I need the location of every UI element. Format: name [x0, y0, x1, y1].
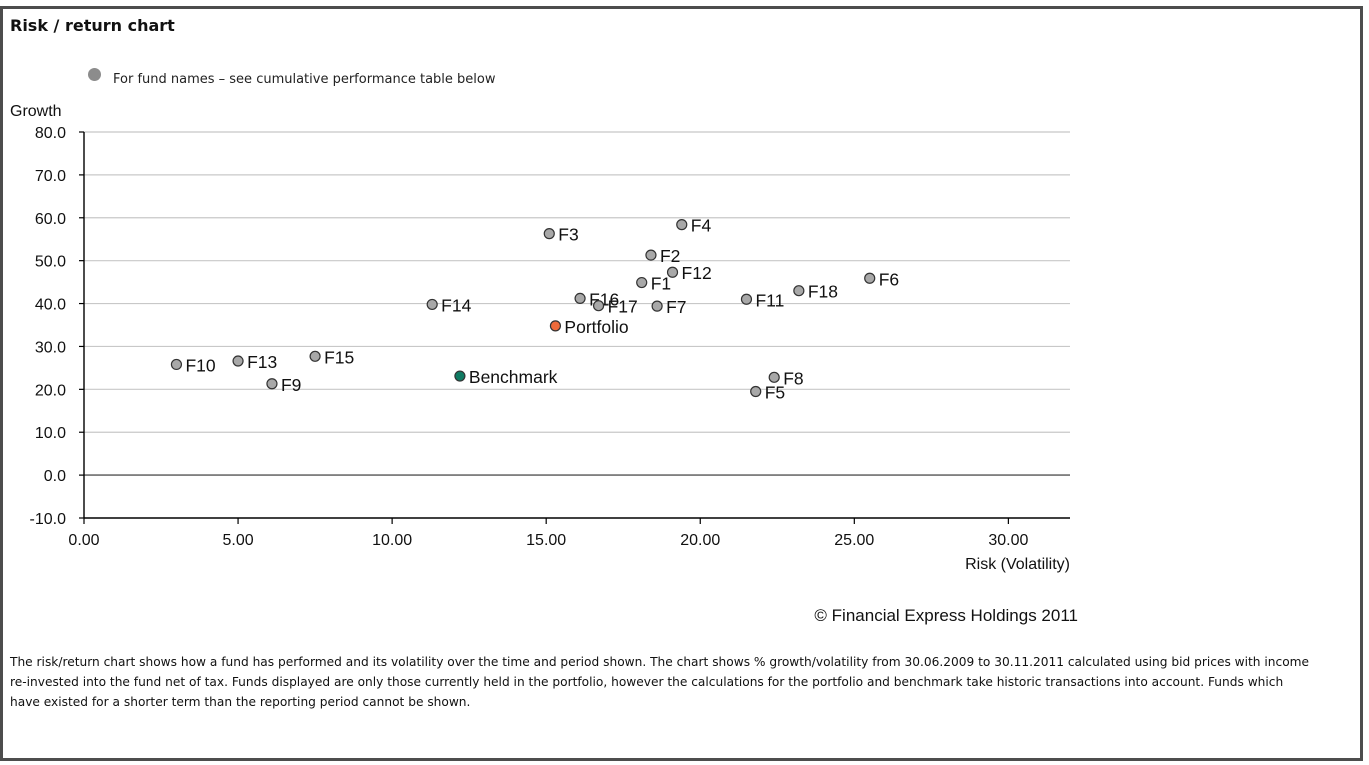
point-f5 — [750, 385, 762, 398]
x-tick-label: 10.00 — [372, 532, 412, 549]
y-tick-label: 40.0 — [35, 297, 66, 314]
point-label-f9: F9 — [281, 375, 301, 395]
point-f18 — [793, 285, 805, 297]
x-axis-label: Risk (Volatility) — [965, 556, 1070, 573]
point-label-f7: F7 — [666, 297, 686, 317]
y-tick-label: 20.0 — [35, 382, 66, 399]
y-tick-label: 10.0 — [35, 425, 66, 442]
legend-text: For fund names – see cumulative performa… — [113, 72, 496, 87]
point-label-f18: F18 — [808, 282, 838, 302]
x-tick-label: 5.00 — [222, 532, 253, 549]
point-label-f10: F10 — [185, 355, 215, 375]
y-tick-label: 0.0 — [44, 468, 66, 485]
point-label-benchmark: Benchmark — [469, 367, 558, 387]
point-f4 — [676, 219, 688, 231]
point-f11 — [740, 293, 753, 305]
y-tick-label: 70.0 — [35, 168, 66, 185]
point-f15 — [309, 350, 321, 362]
y-tick-label: 30.0 — [35, 339, 66, 356]
chart-footnote: The risk/return chart shows how a fund h… — [10, 655, 1310, 709]
point-benchmark — [454, 370, 466, 382]
point-label-f15: F15 — [324, 347, 354, 367]
x-tick-label: 30.00 — [988, 532, 1028, 549]
legend-marker-icon — [88, 68, 101, 81]
y-axis-label: Growth — [10, 103, 62, 120]
chart-legend: For fund names – see cumulative performa… — [88, 68, 496, 87]
point-label-f11: F11 — [755, 290, 784, 310]
axes: -10.0 0.0 10.0 20.0 30.0 40.0 50.0 60.0 70.0 80.0… — [10, 103, 1070, 573]
point-f16 — [574, 292, 586, 305]
point-f12 — [666, 266, 679, 278]
point-f9 — [266, 378, 278, 390]
point-label-f8: F8 — [783, 368, 803, 388]
point-f2 — [645, 249, 657, 261]
point-label-f12: F12 — [682, 263, 712, 283]
point-label-f14: F14 — [441, 295, 471, 315]
point-label-portfolio: Portfolio — [564, 317, 628, 337]
x-tick-label: 15.00 — [526, 532, 566, 549]
point-label-f5: F5 — [765, 382, 785, 402]
point-f14 — [426, 298, 438, 311]
point-label-f17: F17 — [608, 297, 638, 317]
y-tick-label: 60.0 — [35, 211, 66, 228]
point-label-f13: F13 — [247, 352, 277, 372]
point-portfolio — [549, 320, 562, 332]
point-label-f6: F6 — [879, 269, 899, 289]
point-label-f4: F4 — [691, 216, 712, 236]
y-tick-label: 50.0 — [35, 254, 66, 271]
chart-title: Risk / return chart — [10, 16, 175, 35]
point-f6 — [864, 272, 876, 284]
point-label-f3: F3 — [558, 225, 578, 245]
y-tick-label: 80.0 — [35, 125, 66, 142]
gridlines — [84, 131, 1070, 476]
point-f3 — [543, 228, 555, 240]
point-f17 — [592, 300, 605, 312]
point-f10 — [170, 358, 183, 371]
x-tick-label: 25.00 — [834, 532, 874, 549]
x-tick-label: 20.00 — [680, 532, 720, 549]
point-f1 — [636, 276, 648, 289]
x-tick-label: 0.00 — [68, 532, 99, 549]
point-f13 — [232, 355, 244, 367]
point-f7 — [651, 300, 663, 312]
point-label-f1: F1 — [651, 274, 671, 294]
point-label-f2: F2 — [660, 246, 680, 266]
y-tick-label: -10.0 — [30, 511, 67, 528]
copyright-notice: © Financial Express Holdings 2011 — [814, 606, 1078, 625]
point-f8 — [768, 371, 780, 383]
